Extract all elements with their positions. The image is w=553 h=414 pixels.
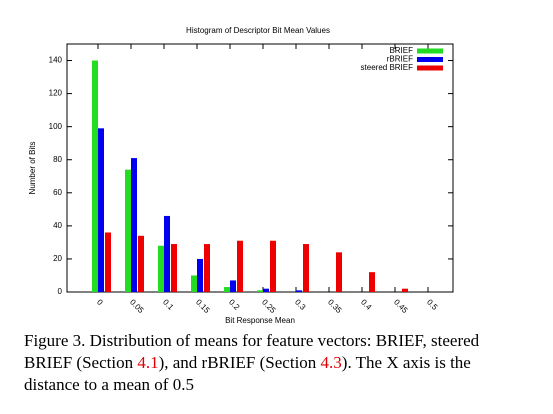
bar (125, 169, 131, 292)
bar (197, 258, 203, 292)
caption: Figure 3. Distribution of means for feat… (24, 330, 524, 396)
y-tick-label: 60 (53, 188, 62, 197)
legend-label: rBRIEF (387, 55, 413, 64)
bar (257, 290, 263, 292)
y-tick-label: 20 (53, 254, 62, 263)
x-tick-label: 0.05 (128, 298, 146, 316)
x-tick-label: 0.35 (326, 298, 344, 316)
bar (138, 235, 144, 292)
bar (336, 252, 342, 292)
legend-swatch (417, 48, 443, 54)
bar (224, 287, 230, 292)
bar (230, 280, 236, 292)
x-tick-label: 0.3 (293, 298, 308, 313)
section-ref[interactable]: 4.3 (320, 353, 342, 372)
caption-text: ), and rBRIEF (Section (158, 353, 321, 372)
x-tick-label: 0.1 (161, 298, 176, 313)
legend-label: BRIEF (389, 46, 413, 55)
legend-swatch (417, 65, 443, 71)
bar (402, 288, 408, 292)
bar (296, 290, 302, 292)
y-tick-label: 0 (58, 287, 63, 296)
chart-title: Histogram of Descriptor Bit Mean Values (186, 26, 330, 35)
y-tick-label: 80 (53, 155, 62, 164)
x-axis-label: Bit Response Mean (225, 316, 295, 325)
bar (164, 215, 170, 292)
plot-frame (66, 43, 454, 293)
bar (105, 232, 111, 292)
legend-swatch (417, 57, 443, 62)
x-tick-label: 0.25 (260, 298, 278, 316)
bar (171, 244, 177, 292)
bar (158, 245, 164, 292)
x-tick-label: 0 (95, 298, 105, 308)
y-tick-label: 100 (49, 122, 63, 131)
bar (263, 288, 269, 292)
bar (369, 272, 375, 292)
y-tick-label: 120 (49, 89, 63, 98)
bar (237, 240, 243, 292)
x-tick-label: 0.45 (392, 298, 410, 316)
y-tick-label: 140 (49, 56, 63, 65)
bar (92, 60, 98, 293)
y-tick-label: 40 (53, 221, 62, 230)
bar (303, 244, 309, 292)
x-tick-label: 0.2 (227, 298, 242, 313)
bar (191, 275, 197, 292)
caption-text: ). The X axis is the distance to a mean … (24, 353, 471, 394)
bar (131, 158, 137, 292)
legend-label: steered BRIEF (361, 63, 414, 72)
x-tick-label: 0.5 (425, 298, 440, 313)
bar (98, 128, 104, 292)
bar (204, 244, 210, 292)
x-tick-label: 0.4 (359, 298, 374, 313)
section-ref[interactable]: 4.1 (137, 353, 159, 372)
chart: Histogram of Descriptor Bit Mean Values … (28, 26, 454, 325)
y-axis-label: Number of Bits (28, 142, 37, 195)
bar (270, 240, 276, 292)
caption-text: Figure 3. Distribution of means for feat… (24, 331, 480, 372)
x-tick-label: 0.15 (194, 298, 212, 316)
